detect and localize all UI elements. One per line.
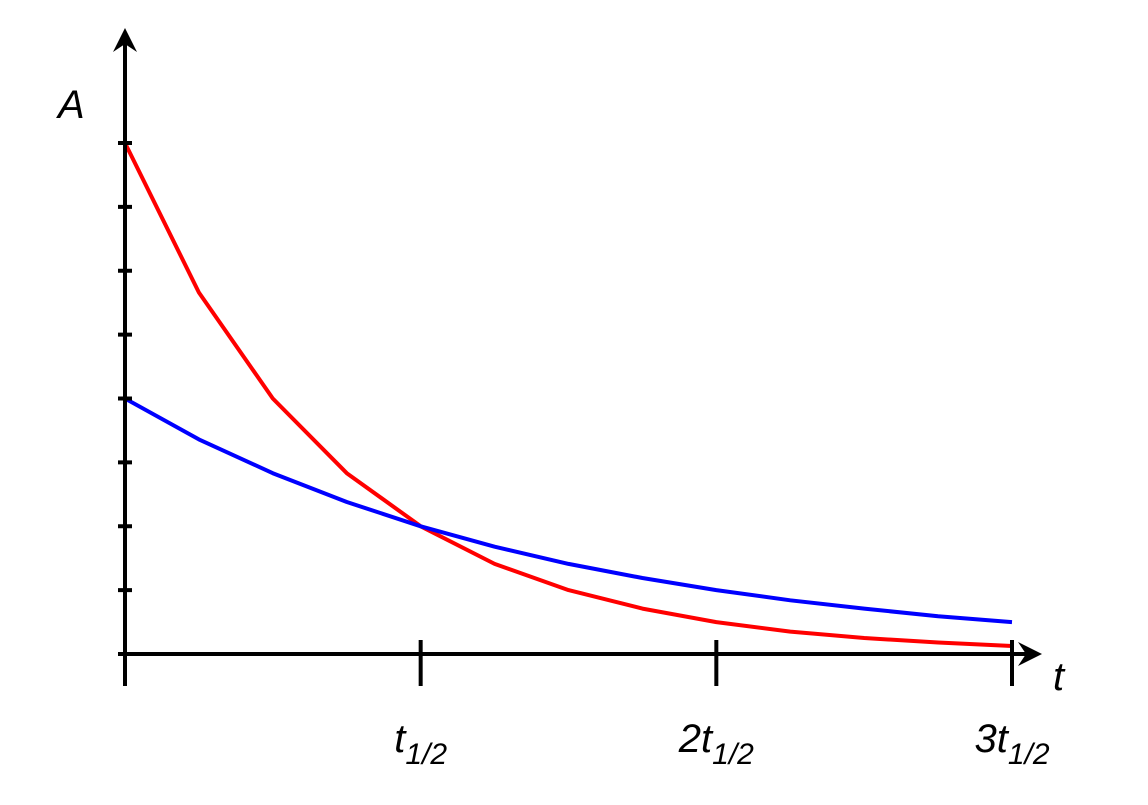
x-axis-arrow [1018,642,1042,666]
x-axis-label: t [1053,655,1066,699]
x-tick-label: 2t1/2 [678,717,754,771]
x-tick-label: 3t1/2 [974,717,1049,771]
curve [123,142,1013,648]
curve [124,396,1013,625]
y-axis-label: A [56,83,85,127]
y-axis-arrow [113,28,137,52]
x-tick-label: t1/2 [394,717,447,771]
